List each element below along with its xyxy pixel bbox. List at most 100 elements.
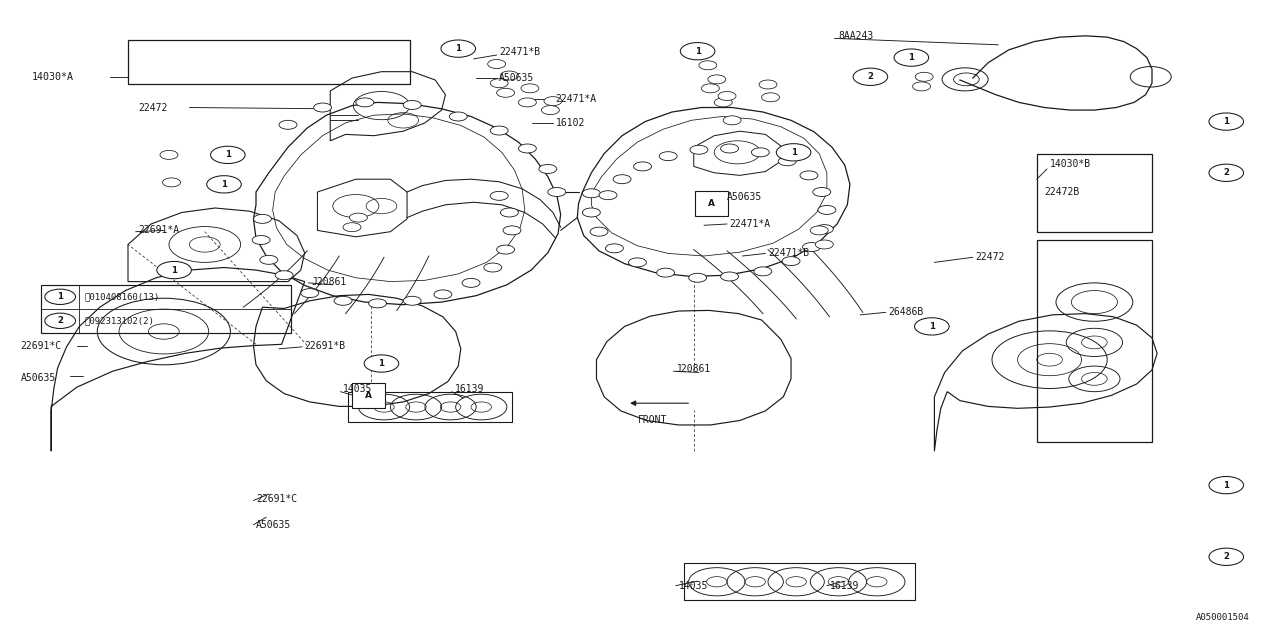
Text: 1: 1 (695, 47, 700, 56)
Text: 1: 1 (221, 180, 227, 189)
Circle shape (1210, 476, 1244, 494)
Bar (1037, 240, 1152, 442)
Circle shape (518, 98, 536, 107)
Circle shape (751, 148, 769, 157)
Text: 1: 1 (929, 322, 934, 331)
Circle shape (815, 240, 833, 249)
Text: 22471*A: 22471*A (730, 219, 771, 229)
Circle shape (582, 208, 600, 217)
Circle shape (1210, 548, 1244, 566)
Circle shape (548, 188, 566, 196)
Bar (1037, 154, 1152, 232)
Text: 22691*C: 22691*C (20, 340, 61, 351)
Circle shape (349, 213, 367, 222)
Circle shape (613, 175, 631, 184)
Bar (348, 392, 512, 422)
Bar (128, 40, 410, 84)
Text: 22471*A: 22471*A (556, 94, 596, 104)
Circle shape (163, 178, 180, 187)
Circle shape (582, 189, 600, 198)
Circle shape (634, 162, 652, 171)
Circle shape (45, 289, 76, 305)
Circle shape (275, 271, 293, 280)
Circle shape (219, 149, 237, 158)
Circle shape (590, 227, 608, 236)
Circle shape (403, 100, 421, 109)
Circle shape (659, 152, 677, 161)
Text: 22471*B: 22471*B (499, 47, 540, 58)
Circle shape (260, 255, 278, 264)
Circle shape (813, 188, 831, 196)
Circle shape (434, 290, 452, 299)
Circle shape (403, 296, 421, 305)
Text: 2: 2 (868, 72, 873, 81)
Circle shape (782, 257, 800, 266)
Circle shape (252, 236, 270, 244)
Text: 16139: 16139 (454, 384, 484, 394)
Bar (41, 285, 291, 333)
Circle shape (893, 49, 928, 67)
Text: 2: 2 (58, 316, 63, 325)
Bar (695, 191, 728, 216)
Circle shape (754, 267, 772, 276)
Circle shape (1210, 113, 1244, 131)
Circle shape (369, 299, 387, 308)
Circle shape (210, 147, 246, 164)
Text: A050001504: A050001504 (1196, 613, 1249, 622)
Circle shape (915, 72, 933, 81)
Circle shape (657, 268, 675, 277)
Circle shape (343, 223, 361, 232)
Text: 1: 1 (1224, 481, 1229, 490)
Circle shape (599, 191, 617, 200)
Text: FRONT: FRONT (637, 415, 667, 425)
Circle shape (45, 313, 76, 328)
Circle shape (216, 179, 234, 188)
Text: 22691*C: 22691*C (256, 494, 297, 504)
Text: 1: 1 (225, 150, 230, 159)
Circle shape (521, 84, 539, 93)
Bar (684, 563, 915, 600)
Circle shape (776, 144, 812, 161)
Text: A50635: A50635 (727, 192, 763, 202)
Text: J20861: J20861 (676, 364, 712, 374)
Circle shape (721, 144, 739, 153)
Text: 1: 1 (909, 53, 914, 62)
Circle shape (718, 92, 736, 100)
Text: A50635: A50635 (256, 520, 292, 530)
Circle shape (157, 262, 192, 279)
Circle shape (815, 225, 833, 234)
Circle shape (810, 226, 828, 235)
Circle shape (314, 103, 332, 112)
Text: 16102: 16102 (556, 118, 585, 128)
Text: 14035: 14035 (343, 384, 372, 394)
Text: 1: 1 (172, 266, 177, 275)
Circle shape (301, 289, 319, 298)
Text: 1: 1 (379, 359, 384, 368)
Text: 14035: 14035 (678, 580, 708, 591)
Circle shape (544, 97, 562, 106)
Text: A50635: A50635 (20, 372, 56, 383)
Circle shape (160, 150, 178, 159)
Text: Ⓑ010408160(13): Ⓑ010408160(13) (84, 292, 160, 301)
Circle shape (490, 191, 508, 200)
Circle shape (699, 61, 717, 70)
Circle shape (440, 40, 476, 58)
Circle shape (364, 355, 399, 372)
Text: 22471*B: 22471*B (768, 248, 809, 259)
Circle shape (253, 214, 271, 223)
Bar (352, 383, 385, 408)
Circle shape (497, 88, 515, 97)
Circle shape (500, 208, 518, 217)
Circle shape (490, 79, 508, 88)
Text: 22691*A: 22691*A (138, 225, 179, 236)
Text: 2: 2 (1224, 552, 1229, 561)
Circle shape (334, 296, 352, 305)
Text: A: A (365, 391, 372, 400)
Text: 16139: 16139 (829, 580, 859, 591)
Circle shape (539, 164, 557, 173)
Circle shape (449, 112, 467, 121)
Circle shape (689, 273, 707, 282)
Circle shape (518, 144, 536, 153)
Circle shape (503, 226, 521, 235)
Text: 1: 1 (791, 148, 796, 157)
